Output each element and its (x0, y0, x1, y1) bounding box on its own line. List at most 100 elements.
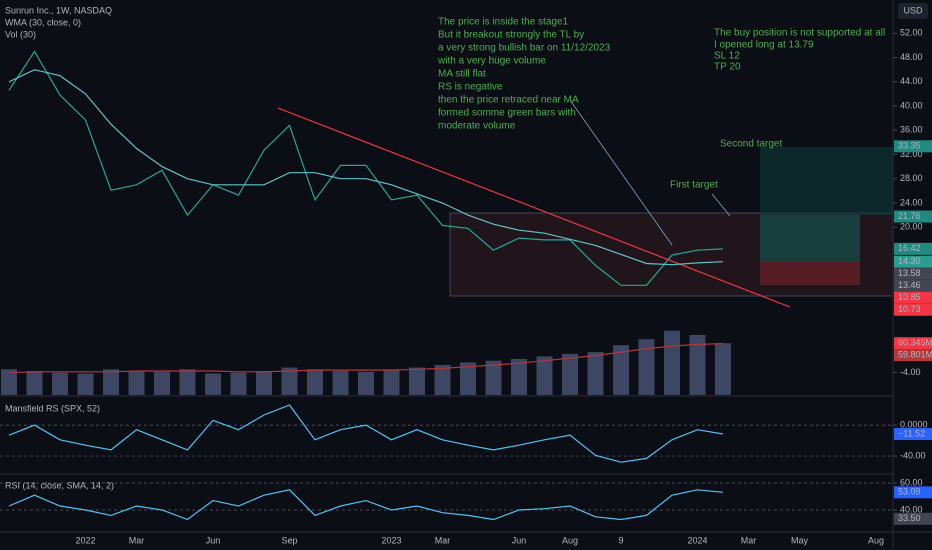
note-line: a very strong bullish bar on 11/12/2023 (438, 43, 611, 54)
volume-bar (587, 352, 604, 395)
x-tick-label: Aug (562, 535, 578, 545)
volume-bar (52, 372, 68, 395)
price-tag (894, 210, 932, 223)
x-tick-label: Jun (512, 535, 527, 545)
volume-bar (562, 353, 578, 395)
price-tag-label: −11.52 (898, 428, 925, 438)
price-tag (894, 337, 932, 350)
volume-bar (638, 339, 655, 395)
price-tag-label: 10.85 (898, 292, 921, 302)
price-tag (894, 291, 932, 304)
price-tag-label: 13.58 (898, 268, 921, 278)
y-tick-label: 0.0000 (900, 419, 928, 429)
price-tag-label: 21.76 (898, 211, 921, 221)
volume-bar (460, 362, 476, 395)
volume-ma-line (8, 343, 724, 374)
note-line: But it breakout strongly the TL by (438, 30, 584, 41)
price-tag (894, 279, 932, 292)
price-tag (894, 242, 932, 255)
y-tick-label: -4.00 (900, 367, 921, 377)
volume-bar (536, 356, 553, 395)
note-line: SL 12 (714, 51, 740, 62)
y-tick-label: 48.00 (900, 52, 923, 62)
target-label: First target (670, 180, 718, 191)
price-tag-label: 14.30 (898, 256, 921, 266)
rsi-title: RSI (14, close, SMA, 14, 2) (5, 480, 114, 490)
y-tick-label: 52.00 (900, 28, 923, 38)
volume-legend: Vol (30) (5, 29, 36, 39)
volume-bar (1, 369, 17, 395)
x-tick-label: Mar (435, 535, 451, 545)
y-tick-label: 40.00 (900, 100, 923, 110)
y-tick-label: 20.00 (900, 222, 923, 232)
price-tag (894, 255, 932, 268)
volume-bar (613, 345, 629, 395)
x-tick-label: 2023 (381, 535, 401, 545)
volume-bar (205, 373, 221, 395)
x-tick-label: Aug (868, 535, 884, 545)
note-line: then the price retraced near MA (438, 95, 579, 106)
series-line (8, 50, 724, 286)
currency-label[interactable]: USD (903, 5, 923, 15)
volume-bar (77, 373, 94, 395)
volume-bar (383, 369, 400, 395)
volume-bar (511, 358, 527, 395)
x-tick-label: May (791, 535, 809, 545)
x-tick-label: Sep (281, 535, 297, 545)
volume-bar (103, 369, 119, 395)
volume-bar (434, 364, 451, 395)
series-line (8, 404, 724, 463)
price-tag (894, 303, 932, 316)
target-zone (760, 147, 893, 215)
price-tag-label: 10.73 (898, 304, 921, 314)
y-tick-label: 60.00 (900, 477, 923, 487)
y-tick-label: 28.00 (900, 173, 923, 183)
series-line (8, 69, 724, 266)
y-tick-label: -40.00 (900, 450, 926, 460)
target-label: Second target (720, 139, 782, 150)
volume-bar (715, 343, 731, 395)
x-tick-label: Mar (741, 535, 757, 545)
volume-bar (154, 371, 170, 395)
price-tag (894, 486, 932, 499)
y-tick-label: 24.00 (900, 197, 923, 207)
price-tag-label: 53.09 (898, 487, 921, 497)
y-tick-label: 36.00 (900, 125, 923, 135)
x-tick-label: Mar (129, 535, 145, 545)
price-tag-label: 13.46 (898, 280, 921, 290)
x-tick-label: 9 (618, 535, 623, 545)
volume-bar (281, 367, 298, 395)
x-tick-label: 2024 (687, 535, 707, 545)
currency-button[interactable] (898, 3, 928, 19)
price-tag-label: 59.801M (898, 350, 932, 360)
note-line: RS is negative (438, 82, 503, 93)
profit-zone (760, 215, 860, 262)
volume-bar (179, 369, 196, 395)
price-tag (894, 349, 932, 362)
note-line: with a very huge volume (437, 56, 546, 67)
y-tick-label: 40.00 (900, 504, 923, 514)
volume-bar (256, 370, 272, 395)
price-tag-label: 16.42 (898, 243, 921, 253)
volume-bar (485, 360, 502, 395)
note-line: I opened long at 13.79 (714, 40, 814, 51)
price-tag (894, 428, 932, 441)
volume-bar (307, 369, 323, 395)
volume-bar (664, 330, 680, 395)
volume-bar (409, 367, 425, 395)
price-tag-label: 33.35 (898, 141, 921, 151)
volume-bar (332, 370, 349, 395)
loss-zone (760, 262, 860, 285)
price-tag (894, 512, 932, 525)
note-line: moderate volume (438, 121, 516, 132)
y-tick-label: 32.00 (900, 149, 923, 159)
y-tick-label: 44.00 (900, 76, 923, 86)
price-tag-label: 33.50 (898, 513, 921, 523)
trend-line (277, 107, 791, 308)
indicator-legend: WMA (30, close, 0) (5, 17, 81, 27)
symbol-title: Sunrun Inc., 1W, NASDAQ (5, 5, 112, 15)
note-line: The price is inside the stage1 (438, 17, 569, 28)
note-line: formed somme green bars with (438, 108, 576, 119)
series-line (8, 489, 724, 521)
